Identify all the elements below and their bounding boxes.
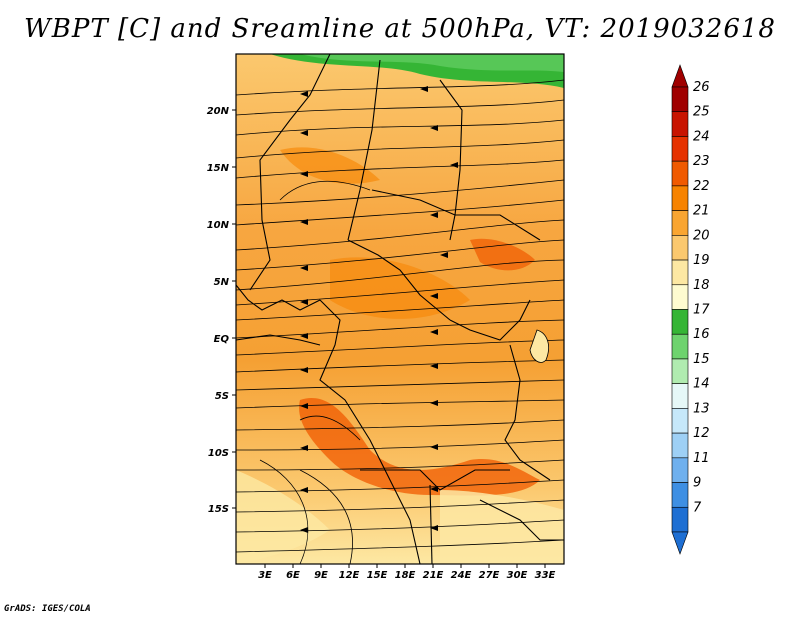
longitude-axis: 3E 6E 9E 12E 15E 18E 21E 24E 27E 30E 33E bbox=[258, 564, 556, 581]
colorbar-swatch bbox=[671, 309, 689, 335]
lat-label: 10N bbox=[207, 220, 230, 231]
lon-label: 12E bbox=[339, 570, 360, 581]
colorbar-swatch bbox=[671, 210, 689, 236]
map-area bbox=[236, 54, 564, 564]
colorbar: 26 25 24 23 22 21 20 19 18 17 16 15 14 13 12 11 9 7 bbox=[671, 64, 710, 555]
lon-label: 21E bbox=[423, 570, 444, 581]
colorbar-label: 14 bbox=[693, 377, 710, 392]
colorbar-label: 18 bbox=[693, 278, 710, 293]
colorbar-swatch bbox=[671, 408, 689, 434]
colorbar-swatch bbox=[671, 383, 689, 409]
map-title: WBPT [C] and Sreamline at 500hPa, VT: 20… bbox=[24, 14, 776, 44]
colorbar-label: 26 bbox=[693, 80, 710, 95]
map-frame bbox=[235, 53, 565, 565]
streamlines bbox=[236, 79, 564, 564]
lat-label: 15S bbox=[208, 504, 229, 515]
colorbar-swatch bbox=[671, 284, 689, 310]
colorbar-label: 17 bbox=[693, 303, 710, 318]
lon-label: 9E bbox=[314, 570, 328, 581]
colorbar-label: 25 bbox=[693, 105, 710, 120]
colorbar-top-arrow bbox=[671, 64, 689, 88]
lon-label: 3E bbox=[258, 570, 272, 581]
colorbar-swatch bbox=[671, 506, 689, 533]
colorbar-label: 9 bbox=[693, 476, 701, 491]
country-borders bbox=[236, 54, 564, 564]
colorbar-label: 24 bbox=[693, 129, 710, 144]
warm-core bbox=[299, 398, 540, 496]
grads-credit: GrADS: IGES/COLA bbox=[4, 604, 91, 614]
lon-label: 18E bbox=[395, 570, 416, 581]
lat-label: 5S bbox=[215, 391, 229, 402]
lat-label: 5N bbox=[214, 277, 230, 288]
lon-label: 33E bbox=[535, 570, 556, 581]
colorbar-label: 15 bbox=[693, 352, 710, 367]
lake-victoria bbox=[529, 329, 549, 363]
colorbar-bottom-arrow bbox=[671, 531, 689, 555]
colorbar-swatch bbox=[671, 235, 689, 261]
colorbar-label: 22 bbox=[693, 179, 710, 194]
colorbar-swatch bbox=[671, 259, 689, 286]
colorbar-swatch bbox=[671, 432, 689, 459]
flow-arrows bbox=[300, 86, 458, 533]
lon-label: 27E bbox=[479, 570, 500, 581]
colorbar-swatch bbox=[671, 185, 689, 211]
colorbar-label: 23 bbox=[693, 154, 710, 169]
lon-label: 15E bbox=[367, 570, 388, 581]
lon-label: 30E bbox=[507, 570, 528, 581]
colorbar-swatch bbox=[671, 457, 689, 483]
lon-label: 6E bbox=[286, 570, 300, 581]
lat-label: 10S bbox=[208, 448, 229, 459]
colorbar-swatch bbox=[671, 333, 689, 360]
colorbar-label: 7 bbox=[693, 500, 702, 515]
colorbar-swatch bbox=[671, 111, 689, 137]
colorbar-label: 16 bbox=[693, 327, 710, 342]
colorbar-swatch bbox=[671, 136, 689, 162]
lat-label: EQ bbox=[214, 334, 230, 345]
lat-label: 20N bbox=[207, 106, 230, 117]
colorbar-label: 13 bbox=[693, 401, 710, 416]
colorbar-label: 19 bbox=[693, 253, 710, 268]
colorbar-label: 21 bbox=[693, 204, 710, 219]
lon-label: 24E bbox=[451, 570, 472, 581]
lat-label: 15N bbox=[207, 163, 230, 174]
colorbar-swatch bbox=[671, 358, 689, 384]
colorbar-swatch bbox=[671, 86, 689, 113]
colorbar-swatch bbox=[671, 482, 689, 508]
colorbar-label: 20 bbox=[693, 228, 710, 243]
colorbar-swatch bbox=[671, 160, 689, 187]
colorbar-label: 12 bbox=[693, 426, 710, 441]
latitude-axis: 20N 15N 10N 5N EQ 5S 10S 15S bbox=[207, 106, 236, 515]
colorbar-label: 11 bbox=[693, 451, 710, 466]
